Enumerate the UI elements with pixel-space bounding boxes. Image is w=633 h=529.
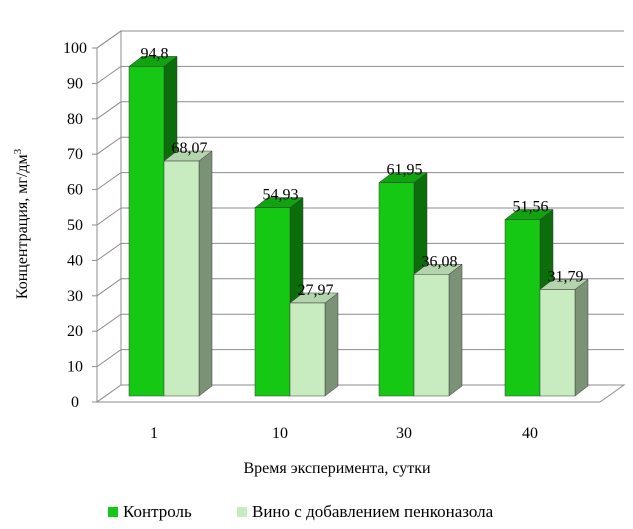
- gridlines: [96, 30, 624, 368]
- bar-front-face: [289, 302, 326, 397]
- y-tick-label: 70: [67, 146, 83, 163]
- gridline: [96, 65, 624, 84]
- bar-front-face: [504, 219, 541, 397]
- bar-side-face: [198, 150, 213, 397]
- bar-front-face: [378, 182, 415, 397]
- y-tick-label: 40: [67, 252, 83, 269]
- data-labels: 94,8 68,07 54,93 27,97 61,95 36,08 51,56 31,79: [141, 45, 584, 299]
- bars: [128, 55, 589, 397]
- x-tick-label: 1: [150, 425, 158, 442]
- y-axis-title: Концентрация, мг/дм3: [12, 148, 31, 299]
- bar: [413, 263, 463, 397]
- gridline: [96, 242, 624, 261]
- bar-front-face: [539, 289, 576, 397]
- x-axis-ticks: 1 10 30 40: [150, 425, 538, 442]
- bar-front-face: [163, 160, 200, 397]
- gridline: [96, 207, 624, 226]
- data-label: 31,79: [548, 268, 584, 285]
- y-tick-label: 50: [67, 217, 83, 234]
- data-label: 51,56: [513, 198, 549, 215]
- legend-swatch: [108, 507, 118, 517]
- data-label: 36,08: [422, 253, 458, 270]
- gridline: [96, 172, 624, 191]
- x-tick-label: 40: [522, 425, 538, 442]
- bar: [289, 292, 339, 397]
- y-tick-label: 80: [67, 111, 83, 128]
- y-tick-label: 100: [63, 40, 87, 57]
- legend-swatch: [237, 507, 247, 517]
- legend: Контроль Вино с добавлением пенконазола: [108, 502, 494, 521]
- bar-side-face: [324, 292, 339, 397]
- bar-side-face: [448, 263, 463, 397]
- data-label: 61,95: [387, 162, 423, 179]
- x-tick-label: 30: [396, 425, 412, 442]
- data-label: 27,97: [298, 282, 334, 299]
- y-tick-label: 10: [67, 359, 83, 376]
- bar: [163, 150, 213, 397]
- data-label: 68,07: [172, 140, 208, 157]
- gridline: [96, 30, 624, 49]
- y-tick-label: 90: [67, 75, 83, 92]
- bar: [539, 278, 589, 397]
- y-tick-label: 30: [67, 288, 83, 305]
- gridline: [96, 136, 624, 155]
- data-label: 54,93: [263, 187, 299, 204]
- y-axis-ticks: 0 10 20 30 40 50 60 70 80 90 100: [63, 40, 98, 411]
- gridline: [96, 101, 624, 120]
- x-tick-label: 10: [272, 425, 288, 442]
- bar-front-face: [128, 66, 165, 397]
- bar-front-face: [413, 274, 450, 397]
- y-tick-label: 60: [67, 182, 83, 199]
- floor: [95, 384, 626, 403]
- y-tick-label: 20: [67, 323, 83, 340]
- legend-label: Контроль: [123, 502, 192, 521]
- bar-front-face: [254, 207, 291, 397]
- y-tick-label: 0: [71, 394, 79, 411]
- legend-label: Вино с добавлением пенконазола: [252, 502, 494, 521]
- data-label: 94,8: [141, 45, 169, 62]
- bar-side-face: [574, 278, 589, 397]
- x-axis-title: Время эксперимента, сутки: [243, 460, 431, 477]
